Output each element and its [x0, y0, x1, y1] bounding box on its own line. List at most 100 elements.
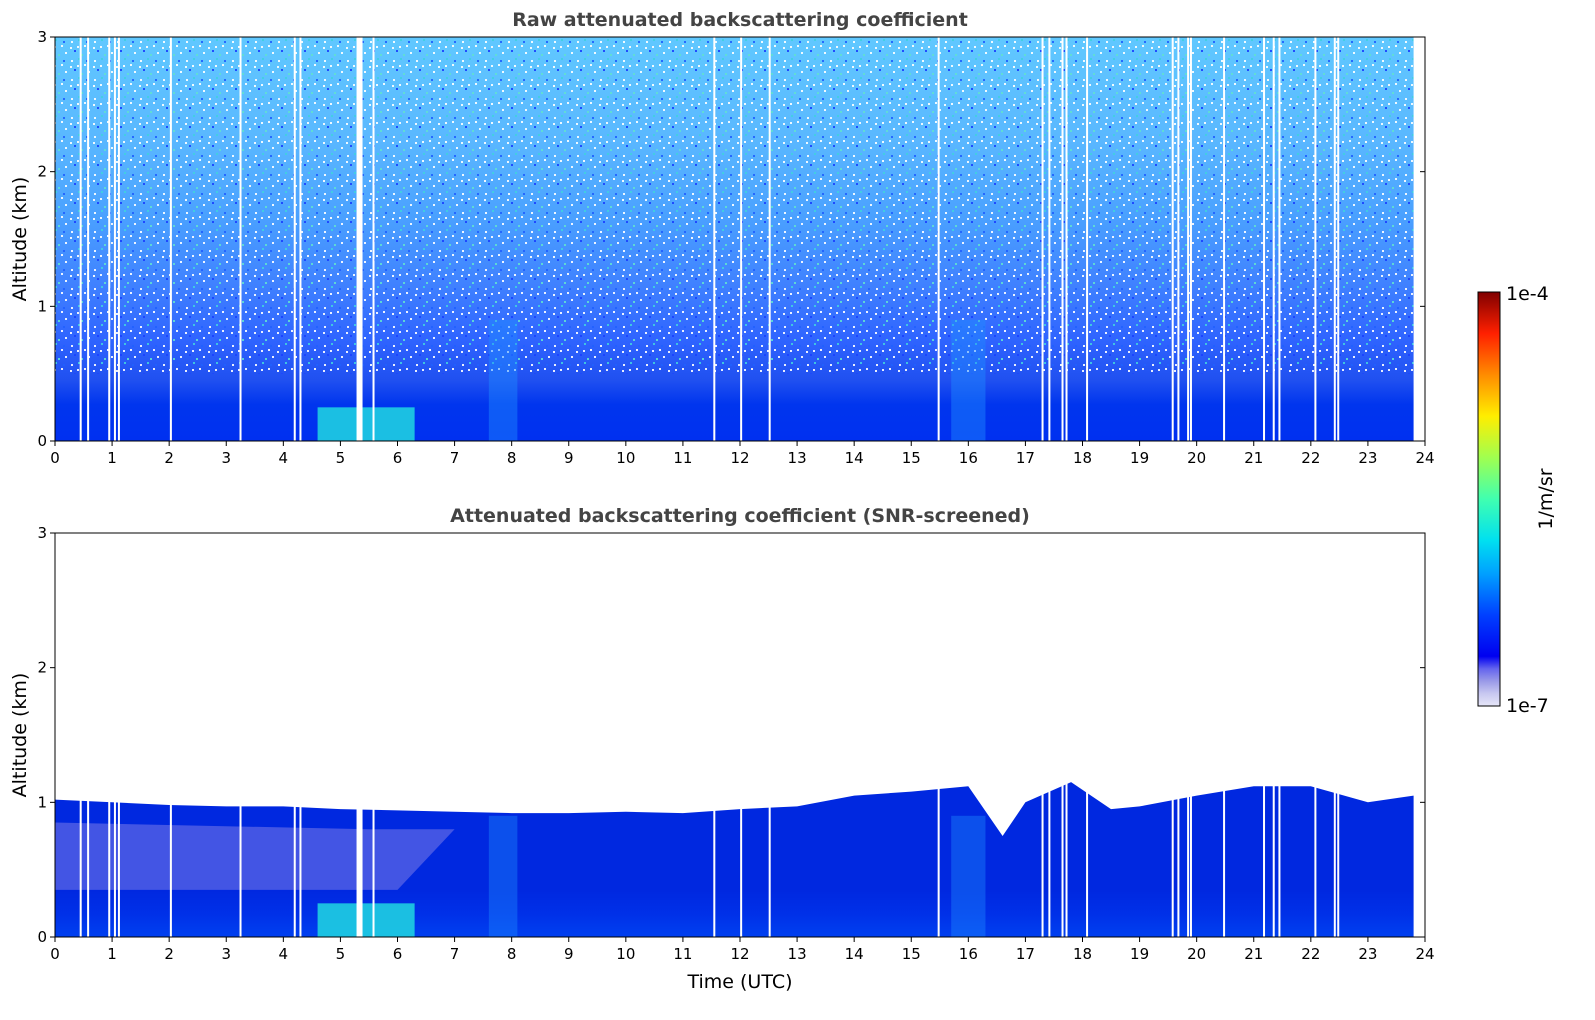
- colorbar-min-label: 1e-7: [1506, 695, 1549, 717]
- panel1-x-ticks: 0 1 2 3 4 5 6 7 8 9 10 11 12 13 14 15 16 17 18 19 20 21 22 23 24: [50, 441, 1435, 467]
- colorbar-max-label: 1e-4: [1506, 283, 1549, 305]
- data-gap-27: [1278, 775, 1281, 937]
- data-gap-26: [1272, 37, 1275, 441]
- x-tick-label: 4: [279, 945, 289, 963]
- data-gap-20: [1171, 775, 1174, 937]
- raw-backscatter-heatmap: [55, 37, 1425, 441]
- x-tick-label: 22: [1301, 945, 1320, 963]
- x-tick-label: 6: [393, 449, 403, 467]
- x-tick-label: 6: [393, 945, 403, 963]
- y-tick-label: 0: [37, 432, 47, 450]
- boundary-layer-signal: [55, 782, 1414, 937]
- x-tick-label: 24: [1415, 945, 1434, 963]
- x-tick-label: 13: [788, 449, 807, 467]
- data-gap-8: [299, 37, 302, 441]
- no-data-region: [1413, 37, 1425, 441]
- x-tick-label: 4: [279, 449, 289, 467]
- x-tick-label: 8: [507, 449, 517, 467]
- y-tick-label: 2: [37, 163, 47, 181]
- panel2-y-ticks: 0 1 2 3: [37, 524, 1425, 946]
- residual-layer: [55, 822, 455, 890]
- x-tick-label: 15: [902, 945, 921, 963]
- x-tick-label: 2: [164, 945, 174, 963]
- data-gap-4: [117, 775, 120, 937]
- data-gap-17: [1061, 37, 1064, 441]
- data-gap-1: [87, 37, 90, 441]
- data-gap-14: [937, 37, 940, 441]
- panel1-y-ticks: 0 1 2 3: [37, 28, 1425, 450]
- data-gap-11: [713, 775, 716, 937]
- x-tick-label: 10: [616, 945, 635, 963]
- raw-backscatter-panel: Raw attenuated backscattering coefficien…: [9, 9, 1435, 467]
- aerosol-feature-2: [488, 319, 518, 441]
- data-gap-13: [768, 37, 771, 441]
- x-tick-label: 7: [450, 945, 460, 963]
- data-gap-11: [713, 37, 716, 441]
- x-tick-label: 8: [507, 945, 517, 963]
- x-tick-label: 24: [1415, 449, 1434, 467]
- data-gap-16: [1048, 37, 1051, 441]
- x-tick-label: 1: [107, 945, 117, 963]
- aerosol-feature-1: [951, 815, 986, 937]
- data-gap-1: [87, 775, 90, 937]
- data-gap-22: [1187, 37, 1190, 441]
- data-gap-29: [1333, 37, 1336, 441]
- data-gap-7: [293, 37, 296, 441]
- data-gap-17: [1061, 775, 1064, 937]
- data-gap-23: [1189, 37, 1192, 441]
- x-tick-label: 15: [902, 449, 921, 467]
- x-tick-label: 5: [336, 449, 346, 467]
- data-gap-15: [1041, 775, 1044, 937]
- data-gap-28: [1314, 775, 1317, 937]
- x-tick-label: 20: [1187, 945, 1206, 963]
- data-gap-30: [1337, 37, 1340, 441]
- data-gap-10: [372, 775, 375, 937]
- x-tick-label: 7: [450, 449, 460, 467]
- data-gap-4: [117, 37, 120, 441]
- x-tick-label: 2: [164, 449, 174, 467]
- data-gap-29: [1333, 775, 1336, 937]
- x-tick-label: 11: [673, 449, 692, 467]
- data-gap-3: [113, 37, 116, 441]
- data-gap-5: [169, 37, 172, 441]
- x-tick-label: 0: [50, 449, 60, 467]
- aerosol-feature-1: [951, 319, 986, 441]
- data-gap-8: [299, 775, 302, 937]
- x-tick-label: 12: [730, 449, 749, 467]
- x-tick-label: 5: [336, 945, 346, 963]
- x-tick-label: 1: [107, 449, 117, 467]
- x-tick-label: 16: [959, 449, 978, 467]
- y-tick-label: 3: [37, 28, 47, 46]
- data-gap-22: [1187, 775, 1190, 937]
- data-gap-24: [1223, 775, 1226, 937]
- panel1-y-axis-label: Altitude (km): [9, 177, 31, 302]
- colorbar-unit-label: 1/m/sr: [1535, 468, 1557, 529]
- data-gap-25: [1263, 37, 1266, 441]
- aerosol-feature-2: [488, 815, 518, 937]
- y-tick-label: 0: [37, 928, 47, 946]
- x-tick-label: 3: [221, 449, 231, 467]
- x-tick-label: 23: [1358, 945, 1377, 963]
- aerosol-feature-0: [317, 903, 415, 937]
- data-gap-19: [1086, 775, 1089, 937]
- aerosol-feature-0: [317, 407, 415, 441]
- y-tick-label: 1: [37, 297, 47, 315]
- x-tick-label: 17: [1016, 449, 1035, 467]
- data-gap-23: [1189, 775, 1192, 937]
- x-tick-label: 11: [673, 945, 692, 963]
- snr-screened-panel: Attenuated backscattering coefficient (S…: [9, 505, 1435, 993]
- data-gap-6: [239, 775, 242, 937]
- x-tick-label: 9: [564, 945, 574, 963]
- x-tick-label: 18: [1073, 945, 1092, 963]
- x-tick-label: 14: [845, 945, 864, 963]
- noise-texture: [55, 37, 1425, 374]
- y-tick-label: 1: [37, 793, 47, 811]
- x-tick-label: 10: [616, 449, 635, 467]
- data-gap-13: [768, 775, 771, 937]
- x-tick-label: 16: [959, 945, 978, 963]
- data-gap-21: [1177, 775, 1180, 937]
- y-tick-label: 2: [37, 659, 47, 677]
- data-gap-10: [372, 37, 375, 441]
- snr-screened-heatmap: [55, 775, 1414, 937]
